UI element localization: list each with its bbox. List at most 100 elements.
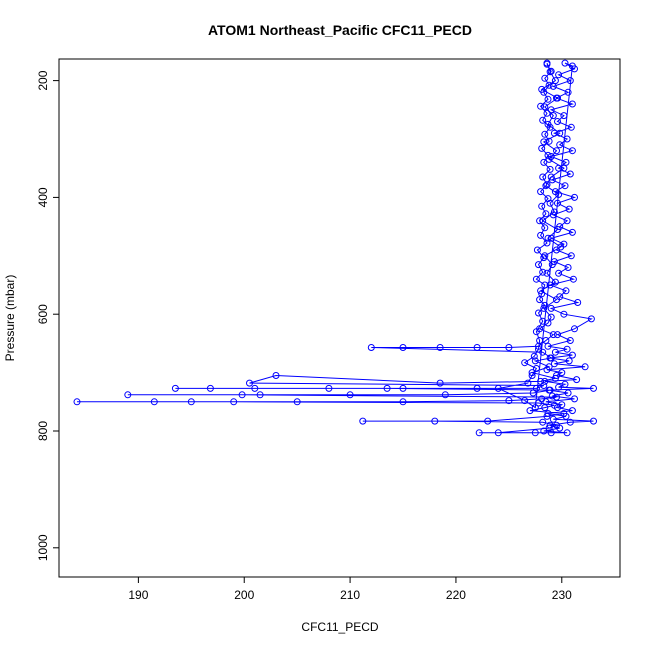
data-point (546, 165, 554, 173)
data-point (399, 344, 407, 351)
x-axis-label: CFC11_PECD (301, 620, 378, 634)
data-point (540, 427, 548, 435)
data-point (251, 384, 259, 392)
data-point (548, 176, 556, 184)
data-point (530, 352, 538, 360)
data-point (528, 372, 536, 379)
data-point (568, 62, 576, 70)
data-point (568, 407, 576, 415)
data-point (550, 360, 558, 368)
data-point (590, 417, 597, 425)
data-point (399, 384, 407, 392)
data-point (561, 380, 569, 388)
x-axis: 190 200 210 220 230 (128, 577, 572, 602)
data-point (567, 123, 575, 131)
data-point (230, 398, 238, 406)
x-tick-label: 220 (446, 588, 466, 602)
data-point (547, 67, 555, 75)
data-point (542, 210, 550, 218)
data-point (555, 383, 563, 391)
data-point (505, 344, 513, 351)
data-point (564, 88, 572, 96)
data-point (553, 246, 560, 254)
data-point (563, 217, 571, 225)
data-point (551, 77, 559, 85)
data-point (571, 325, 578, 333)
data-point (543, 269, 551, 277)
data-point (537, 231, 545, 239)
data-point (545, 386, 553, 394)
data-point (238, 391, 246, 399)
data-point (521, 359, 529, 367)
x-tick-label: 210 (340, 588, 360, 602)
data-point (473, 384, 481, 392)
data-point (549, 211, 557, 219)
plot-area (73, 59, 597, 437)
data-point (551, 348, 559, 356)
data-point (206, 384, 214, 392)
series-line (77, 62, 594, 434)
data-point (541, 130, 549, 138)
data-point (535, 261, 542, 269)
data-point (383, 384, 391, 392)
data-point (359, 417, 367, 425)
data-point (541, 301, 549, 309)
data-point (367, 344, 375, 351)
data-point (473, 344, 481, 351)
data-point (564, 389, 572, 397)
data-point (547, 304, 555, 312)
data-point (475, 429, 483, 437)
data-point (563, 429, 571, 437)
data-point (568, 100, 576, 108)
data-point (564, 264, 572, 271)
data-point (546, 421, 554, 429)
data-point (581, 363, 589, 371)
data-point (571, 395, 578, 403)
data-point (541, 281, 549, 289)
data-point (556, 293, 564, 301)
data-point (532, 365, 540, 372)
data-point (546, 281, 554, 289)
data-point (551, 278, 559, 286)
x-tick-label: 200 (234, 588, 254, 602)
data-point (555, 71, 563, 79)
data-point (441, 391, 449, 399)
data-point (568, 351, 576, 359)
x-tick-label: 230 (552, 588, 572, 602)
data-point (73, 398, 81, 406)
plot-frame (58, 58, 621, 578)
y-tick-label: 200 (36, 70, 50, 90)
data-point (484, 417, 492, 425)
data-point (532, 328, 540, 336)
data-point (587, 315, 595, 323)
y-tick-label: 600 (36, 304, 50, 324)
data-point (562, 287, 570, 295)
data-point (531, 429, 539, 437)
data-point (524, 379, 532, 387)
data-point (544, 195, 552, 203)
data-point (561, 59, 569, 67)
data-point (293, 398, 301, 406)
data-point (554, 331, 561, 339)
data-point (539, 217, 547, 225)
data-point (566, 337, 574, 344)
data-point (528, 369, 536, 377)
data-point (544, 234, 552, 242)
data-point (543, 366, 551, 374)
data-point (171, 384, 179, 392)
data-point (544, 95, 552, 103)
data-point (246, 379, 253, 387)
data-point (531, 404, 539, 412)
data-point (568, 228, 576, 236)
data-point (590, 384, 597, 392)
data-point (399, 398, 407, 406)
data-point (549, 415, 557, 423)
data-point (561, 182, 569, 190)
data-point (545, 137, 553, 145)
data-point (436, 379, 444, 387)
data-point (526, 407, 534, 415)
data-point (554, 199, 561, 207)
data-point (541, 74, 549, 82)
data-point (531, 357, 539, 365)
data-point (549, 82, 557, 90)
